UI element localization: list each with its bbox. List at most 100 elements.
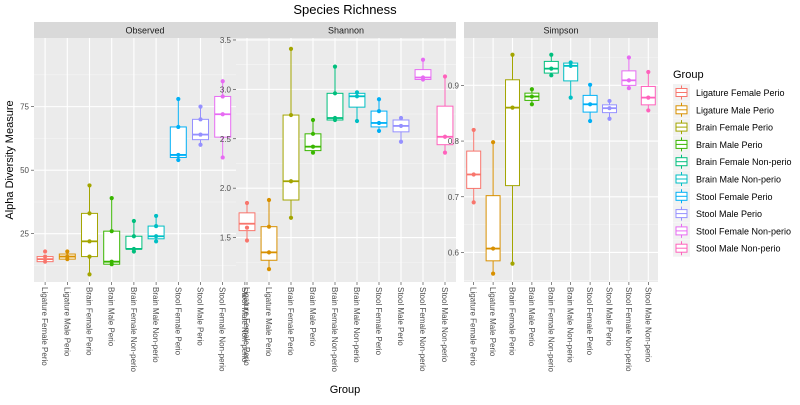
box-ligature-female-perio: [466, 127, 482, 205]
data-point: [43, 249, 48, 254]
x-tick-label: Stool Female Perio: [374, 287, 383, 356]
y-tick-label: 75: [20, 103, 29, 112]
box-brain-female-non-perio: [125, 218, 143, 254]
box-brain-female-non-perio: [543, 52, 559, 78]
data-point: [288, 112, 294, 118]
data-point: [198, 142, 203, 147]
legend-item-ligature-male-perio: Ligature Male Perio: [673, 101, 774, 119]
data-point: [244, 225, 250, 230]
y-tick-label: 25: [20, 230, 29, 239]
box-brain-female-perio: [282, 46, 300, 220]
box-brain-female-perio: [81, 183, 98, 277]
box-iqr: [282, 114, 300, 201]
legend-title: Group: [673, 69, 704, 81]
x-tick-label: Ligature Male Perio: [488, 287, 497, 357]
data-point: [376, 120, 382, 126]
y-tick-label: 0.9: [448, 81, 460, 90]
data-point: [288, 179, 294, 184]
panel-shannon: Shannon 1.5 2.0 2.5 3.0 3.5 Ligature Female Pe…: [220, 22, 456, 372]
box-brain-male-perio: [524, 87, 540, 107]
data-point: [109, 259, 114, 264]
x-tick-label: Stool Male Perio: [605, 287, 614, 346]
legend-item-brain-male-non-perio: Brain Male Non-perio: [673, 170, 781, 188]
data-point: [568, 95, 573, 100]
data-point: [332, 115, 338, 121]
data-point: [626, 78, 632, 83]
data-point: [220, 79, 225, 84]
legend-label: Brain Female Perio: [696, 123, 773, 133]
data-point: [442, 150, 448, 155]
y-axis-label: Alpha Diversity Measure: [4, 100, 16, 219]
data-point: [43, 254, 48, 259]
box-ligature-female-perio: [36, 249, 54, 264]
data-point: [244, 200, 250, 206]
facet-strip-label: Shannon: [328, 26, 364, 36]
legend-item-ligature-female-perio: Ligature Female Perio: [673, 84, 785, 101]
legend-item-brain-male-perio: Brain Male Perio: [673, 135, 763, 153]
x-tick-label: Ligature Female Perio: [40, 287, 49, 366]
x-tick-label: Brain Male Non-perio: [566, 287, 575, 363]
box-iqr: [436, 105, 454, 146]
data-point: [310, 131, 316, 136]
box-brain-male-non-perio: [348, 90, 366, 124]
data-point: [510, 52, 515, 57]
data-point: [568, 60, 573, 65]
data-point: [198, 117, 203, 122]
data-point: [529, 87, 535, 92]
data-point: [491, 271, 496, 276]
chart-title: Species Richness: [293, 2, 397, 17]
x-tick-label: Brain Male Non-perio: [151, 287, 160, 363]
data-point: [510, 105, 515, 110]
data-point: [588, 82, 593, 87]
legend-label: Ligature Female Perio: [696, 88, 785, 98]
data-point: [646, 108, 651, 113]
data-point: [376, 128, 382, 133]
box-stool-male-non-perio: [640, 69, 656, 113]
x-tick-label: Stool Male Non-perio: [643, 287, 652, 363]
data-point: [626, 55, 632, 60]
x-tick-label: Brain Male Non-perio: [352, 287, 361, 363]
x-tick-label: Brain Female Perio: [508, 287, 517, 356]
x-tick-label: Brain Male Perio: [527, 287, 536, 347]
legend-item-stool-male-perio: Stool Male Perio: [673, 205, 762, 223]
x-tick-label: Ligature Male Perio: [62, 287, 71, 357]
data-point: [442, 74, 448, 79]
x-tick-label: Stool Female Perio: [585, 287, 594, 356]
x-tick-label: Stool Male Perio: [396, 287, 405, 346]
legend: Group Ligature Female Perio Ligature Male…: [673, 69, 792, 257]
data-point: [588, 118, 593, 124]
facet-strip: [464, 22, 658, 38]
legend-label: Stool Female Perio: [696, 192, 773, 202]
box-stool-female-non-perio: [621, 55, 637, 91]
box-ligature-male-perio: [485, 140, 501, 276]
data-point: [471, 172, 476, 177]
panel-observed: Observed 25 50 75 Ligature Female Perio Ligat…: [20, 22, 256, 372]
box-stool-male-non-perio: [436, 74, 454, 155]
data-point: [510, 261, 515, 266]
facet-panels: Observed 25 50 75 Ligature Female Perio Ligat…: [20, 22, 658, 372]
data-point: [646, 69, 651, 75]
y-tick-label: 3.5: [220, 36, 232, 45]
y-tick-label: 1.5: [220, 234, 232, 243]
box-stool-female-non-perio: [214, 79, 232, 160]
box-ligature-male-perio: [260, 197, 278, 272]
legend-label: Brain Male Non-perio: [696, 175, 781, 185]
data-point: [549, 52, 554, 57]
data-point: [65, 249, 70, 254]
data-point: [87, 239, 92, 244]
facet-strip-label: Observed: [125, 26, 164, 36]
facet-strip: [236, 22, 456, 38]
data-point: [109, 229, 114, 234]
x-tick-label: Stool Male Perio: [196, 287, 205, 346]
y-tick-label: 3.0: [220, 85, 232, 94]
x-tick-label: Brain Female Non-perio: [330, 287, 339, 372]
data-point: [471, 127, 476, 133]
x-tick-label: Stool Male Non-perio: [240, 287, 249, 363]
x-tick-label: Ligature Female Perio: [469, 287, 478, 366]
box-stool-male-perio: [392, 115, 410, 144]
data-point: [420, 75, 426, 80]
box-ligature-male-perio: [58, 249, 76, 262]
box-stool-female-non-perio: [414, 57, 432, 82]
data-point: [420, 57, 426, 62]
